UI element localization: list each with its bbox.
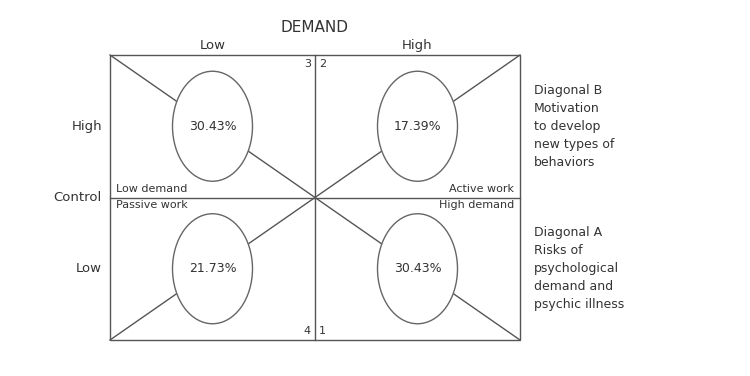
Ellipse shape bbox=[172, 214, 253, 324]
Ellipse shape bbox=[172, 71, 253, 181]
Text: Diagonal B
Motivation
to develop
new types of
behaviors: Diagonal B Motivation to develop new typ… bbox=[534, 84, 614, 169]
Text: 30.43%: 30.43% bbox=[189, 120, 236, 133]
Text: 4: 4 bbox=[304, 326, 311, 336]
Text: DEMAND: DEMAND bbox=[281, 20, 349, 35]
Text: High: High bbox=[71, 120, 102, 133]
Text: Diagonal A
Risks of
psychological
demand and
psychic illness: Diagonal A Risks of psychological demand… bbox=[534, 226, 624, 311]
Text: High: High bbox=[402, 39, 433, 52]
Text: High demand: High demand bbox=[439, 200, 514, 211]
Text: 3: 3 bbox=[304, 59, 311, 69]
Text: Low: Low bbox=[76, 262, 102, 275]
Text: 1: 1 bbox=[319, 326, 326, 336]
Text: 21.73%: 21.73% bbox=[189, 262, 236, 275]
Text: 2: 2 bbox=[319, 59, 326, 69]
Text: Active work: Active work bbox=[449, 185, 514, 194]
Text: Control: Control bbox=[54, 191, 102, 204]
Text: 17.39%: 17.39% bbox=[394, 120, 441, 133]
Bar bbox=[110, 55, 520, 340]
Text: Low: Low bbox=[200, 39, 226, 52]
Text: Passive work: Passive work bbox=[116, 200, 188, 211]
Text: 30.43%: 30.43% bbox=[394, 262, 441, 275]
Text: Low demand: Low demand bbox=[116, 185, 188, 194]
Ellipse shape bbox=[377, 71, 458, 181]
Ellipse shape bbox=[377, 214, 458, 324]
